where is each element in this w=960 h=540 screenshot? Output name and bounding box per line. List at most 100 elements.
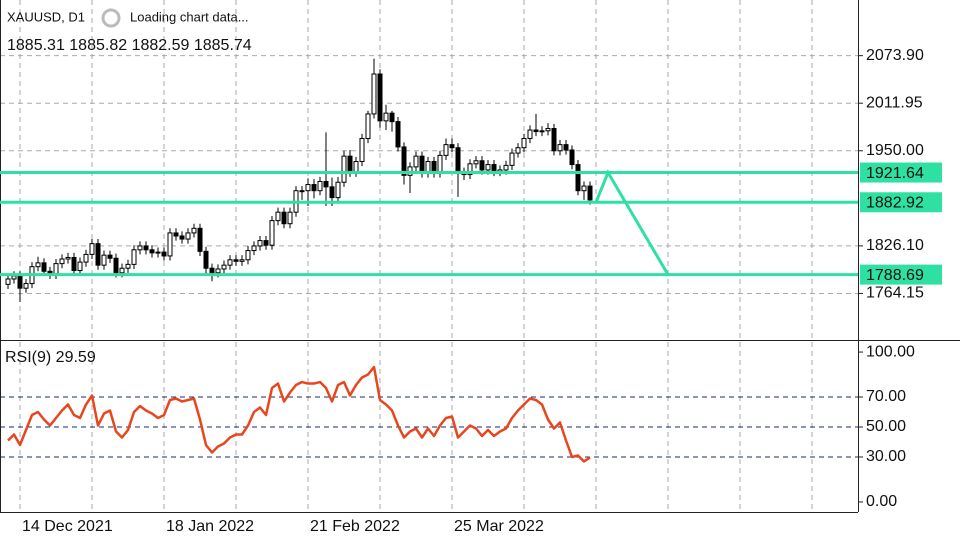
level-label: 1882.92 [866,194,924,211]
candle-body [455,147,461,173]
y-tick-label: 0.00 [866,493,897,510]
y-tick-label: 1826.10 [866,237,924,254]
symbol: XAUUSD, D1 [7,9,85,24]
candle-body [113,257,119,274]
loading-status: Loading chart data... [130,9,249,24]
candle-body [143,245,149,251]
candle-body [449,144,455,149]
candle-body [473,160,479,165]
candle-body [323,180,329,188]
candle-body [185,232,191,240]
candle-body [287,211,293,225]
candle-body [581,185,587,192]
candle-body [275,211,281,222]
candle-body [239,259,245,262]
candle-body [119,267,125,274]
rsi-line [7,365,591,463]
candle-body [167,232,173,257]
candle-body [107,254,113,259]
candle-body [17,275,23,289]
candle-body [551,128,557,152]
candle-body [545,128,551,132]
candle-body [419,155,425,174]
candle-body [173,232,179,237]
candle-body [137,245,143,251]
candle-body [251,245,257,252]
candle-body [197,227,203,252]
candle-body [95,243,101,266]
candle-body [479,160,485,171]
candle-body [563,144,569,151]
level-label-box [860,264,942,285]
candle-body [353,161,359,173]
rsi-title: RSI(9) 29.59 [5,349,96,366]
candle-body [305,184,311,192]
candle-body [341,155,347,183]
candle-body [77,261,83,272]
candle-body [383,112,389,122]
candle-body [269,220,275,246]
candle-body [299,190,305,193]
candle-body [59,258,65,265]
y-tick-label: 1764.15 [866,285,924,302]
candle-body [533,129,539,133]
candle-body [509,152,515,166]
candle-body [155,251,161,254]
candle-body [395,121,401,148]
y-tick-label: 2073.90 [866,47,924,64]
candle-body [491,164,497,172]
candle-body [539,130,545,133]
candle-body [161,251,167,257]
candle-body [281,211,287,225]
y-tick-label: 2011.95 [866,94,923,111]
candle-body [227,259,233,266]
candle-body [443,144,449,156]
candle-body [521,137,527,149]
candle-body [41,262,47,272]
candle-body [467,163,473,176]
candle-body [209,267,215,274]
candle-body [5,278,11,285]
candle-body [215,268,221,274]
level-label-box [860,192,942,213]
candle-body [101,254,107,266]
candle-body [575,164,581,192]
candle-body [35,262,41,268]
candle-body [149,249,155,254]
candle-body [257,240,263,247]
ohlc-readout: 1885.31 1885.82 1882.59 1885.74 [7,37,252,54]
candle-body [485,164,491,171]
candle-body [71,256,77,272]
x-tick-label: 25 Mar 2022 [454,518,544,535]
x-tick-label: 21 Feb 2022 [310,518,400,535]
candle-body [83,253,89,263]
candle-body [347,155,353,173]
y-tick-label: 50.00 [866,418,906,435]
y-tick-label: 100.00 [866,343,915,360]
candle-body [401,146,407,176]
candle-body [503,164,509,171]
candle-body [11,275,17,280]
candle-body [65,256,71,260]
candle-body [413,155,419,168]
candle-body [53,263,59,275]
candle-body [359,137,365,163]
candle-body [569,149,575,166]
candle-body [371,73,377,115]
level-label: 1921.64 [866,165,924,182]
candle-body [221,264,227,270]
candle-body [335,181,341,199]
candle-body [329,186,335,199]
candle-body [527,129,533,139]
candle-body [263,240,269,246]
candle-body [437,154,443,174]
level-label-box [860,162,942,183]
candle-body [587,185,593,201]
candle-body [365,113,371,139]
candle-body [125,263,131,269]
candle-body [389,112,395,123]
candle-body [179,235,185,240]
x-tick-label: 14 Dec 2021 [22,518,113,535]
candle-body [515,147,521,154]
